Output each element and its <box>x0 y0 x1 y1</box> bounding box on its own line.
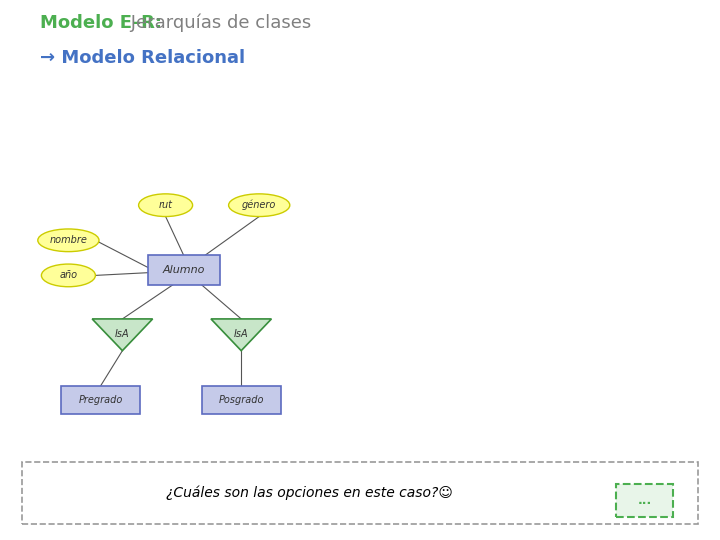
Text: IsA: IsA <box>115 329 130 339</box>
Text: Jerarquías de clases: Jerarquías de clases <box>125 14 311 32</box>
Ellipse shape <box>138 194 193 217</box>
FancyBboxPatch shape <box>22 462 698 524</box>
FancyBboxPatch shape <box>616 484 673 517</box>
Polygon shape <box>211 319 271 350</box>
FancyBboxPatch shape <box>148 255 220 285</box>
Ellipse shape <box>42 264 95 287</box>
Text: Modelo E–R:: Modelo E–R: <box>40 14 161 31</box>
Text: rut: rut <box>158 200 173 210</box>
Text: Posgrado: Posgrado <box>218 395 264 404</box>
Text: IsA: IsA <box>234 329 248 339</box>
Text: → Modelo Relacional: → Modelo Relacional <box>40 49 245 66</box>
Text: ¿Cuáles son las opciones en este caso?☺: ¿Cuáles son las opciones en este caso?☺ <box>166 485 453 500</box>
Text: año: año <box>59 271 78 280</box>
Text: nombre: nombre <box>50 235 87 245</box>
Polygon shape <box>92 319 153 350</box>
Ellipse shape <box>38 229 99 252</box>
Text: género: género <box>242 200 276 211</box>
Ellipse shape <box>229 194 289 217</box>
FancyBboxPatch shape <box>202 386 281 414</box>
FancyBboxPatch shape <box>61 386 140 414</box>
Text: Alumno: Alumno <box>163 265 204 275</box>
Text: Pregrado: Pregrado <box>78 395 123 404</box>
Text: ...: ... <box>637 494 652 507</box>
